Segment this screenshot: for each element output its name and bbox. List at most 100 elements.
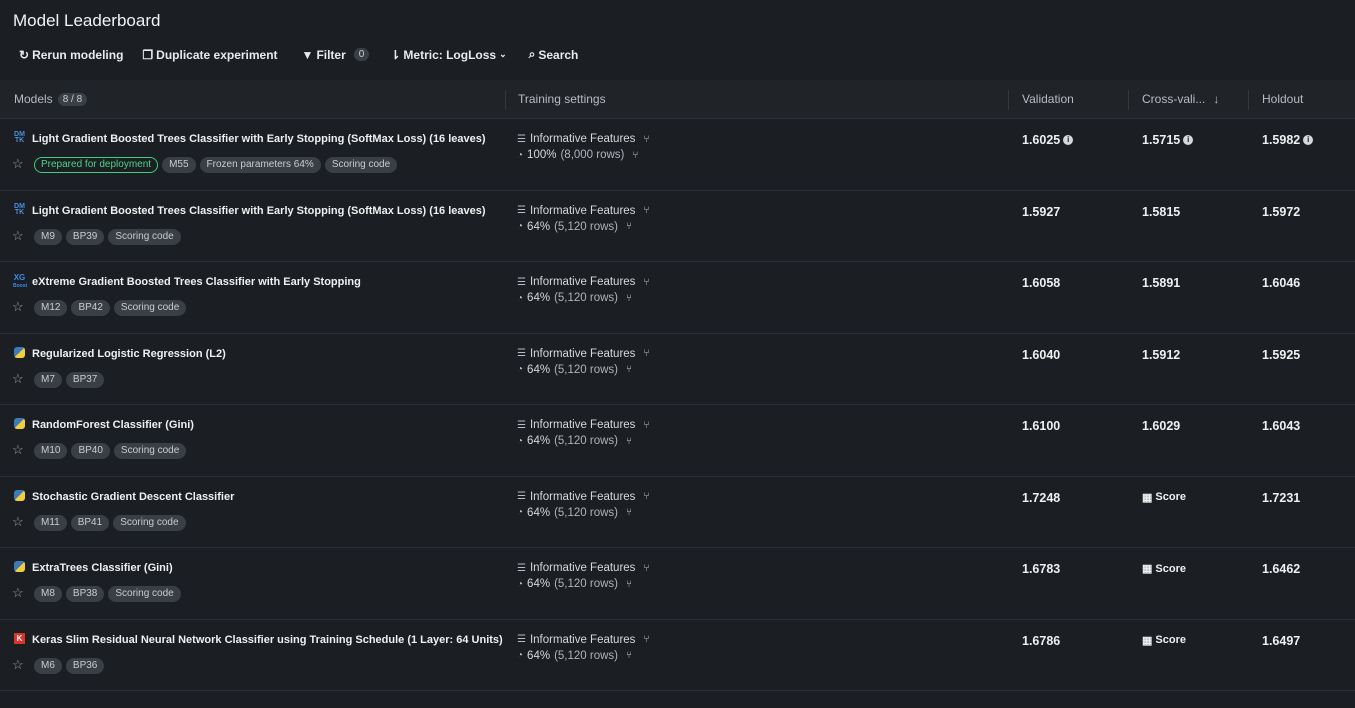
- sample-size: ◔ 64% (5,120 rows) ⑂: [517, 435, 632, 447]
- model-name[interactable]: ExtraTrees Classifier (Gini): [32, 562, 173, 574]
- filter-button[interactable]: ▼ Filter 0: [302, 48, 370, 62]
- branch-icon[interactable]: ⑂: [643, 634, 650, 645]
- branch-icon[interactable]: ⑂: [626, 435, 632, 447]
- tag-list: M8 BP38 Scoring code: [34, 586, 181, 602]
- branch-icon[interactable]: ⑂: [626, 578, 632, 590]
- table-row[interactable]: K Keras Slim Residual Neural Network Cla…: [0, 620, 1355, 691]
- star-icon[interactable]: ☆: [12, 156, 24, 171]
- star-icon[interactable]: ☆: [12, 513, 24, 529]
- tag: Prepared for deployment: [34, 157, 159, 173]
- branch-icon[interactable]: ⑂: [643, 205, 650, 216]
- branch-icon[interactable]: ⑂: [626, 221, 632, 232]
- table-header: Models 8 / 8 Training settings Validation…: [0, 80, 1355, 119]
- info-icon[interactable]: i: [1063, 135, 1074, 145]
- search-button[interactable]: ⌕ Search: [528, 47, 579, 62]
- star-icon[interactable]: ☆: [12, 370, 24, 386]
- star-icon[interactable]: ☆: [12, 656, 24, 672]
- metric-dropdown[interactable]: ⇂ Metric: LogLoss ⌄: [390, 47, 507, 62]
- branch-icon[interactable]: ⑂: [643, 491, 650, 502]
- holdout-score: 1.5925: [1262, 347, 1301, 362]
- cv-score: 1.5891: [1142, 276, 1181, 290]
- table-row[interactable]: XG Boost eXtreme Gradient Boosted Trees C…: [0, 262, 1355, 334]
- column-header-cross-validation[interactable]: Cross-vali... ↓: [1142, 92, 1220, 106]
- tag: M7: [34, 371, 62, 388]
- cv-score: 1.6029: [1142, 419, 1181, 433]
- column-divider[interactable]: [505, 90, 506, 110]
- sample-size: ◔ 64% (5,120 rows) ⑂: [517, 578, 632, 590]
- model-name[interactable]: Keras Slim Residual Neural Network Class…: [32, 633, 503, 646]
- column-divider[interactable]: [1248, 90, 1249, 110]
- star-icon[interactable]: ☆: [12, 227, 24, 243]
- model-name[interactable]: Light Gradient Boosted Trees Classifier …: [32, 204, 486, 217]
- pie-chart-icon: ◔: [517, 292, 524, 304]
- list-icon: ☰: [517, 276, 526, 288]
- branch-icon[interactable]: ⑂: [626, 364, 632, 375]
- column-header-holdout[interactable]: Holdout: [1262, 92, 1304, 106]
- tag-list: M6 BP36: [34, 657, 105, 674]
- validation-score: 1.6058: [1022, 276, 1061, 290]
- branch-icon[interactable]: ⑂: [626, 507, 632, 518]
- table-row[interactable]: ExtraTrees Classifier (Gini) ☆ M8 BP38 Sco…: [0, 548, 1355, 620]
- tag: BP37: [65, 371, 105, 388]
- compute-score-button[interactable]: ▦ Score: [1142, 491, 1186, 504]
- branch-icon[interactable]: ⑂: [632, 149, 639, 161]
- model-name[interactable]: Light Gradient Boosted Trees Classifier …: [32, 133, 486, 145]
- holdout-score: 1.6497: [1262, 633, 1301, 648]
- table-row[interactable]: Stochastic Gradient Descent Classifier ☆…: [0, 477, 1355, 548]
- branch-icon[interactable]: ⑂: [643, 348, 650, 359]
- copy-icon: ❐: [142, 47, 154, 62]
- tag: BP36: [65, 657, 105, 674]
- star-icon[interactable]: ☆: [12, 299, 24, 314]
- toolbar: ↻ Rerun modeling ❐ Duplicate experiment ▼ F…: [19, 47, 578, 62]
- holdout-score: 1.6043: [1262, 419, 1301, 433]
- xgboost-logo-icon: XG Boost: [13, 273, 28, 290]
- feature-list: ☰ Informative Features ⑂: [517, 562, 650, 574]
- calculator-icon: ▦: [1142, 634, 1153, 647]
- branch-icon[interactable]: ⑂: [643, 562, 650, 574]
- model-name[interactable]: Stochastic Gradient Descent Classifier: [32, 490, 235, 503]
- list-icon: ☰: [517, 348, 526, 359]
- pie-chart-icon: ◔: [517, 507, 524, 518]
- column-header-training[interactable]: Training settings: [518, 92, 606, 106]
- filter-count-badge: 0: [353, 48, 370, 61]
- model-name[interactable]: RandomForest Classifier (Gini): [32, 419, 194, 431]
- python-logo-icon: [13, 489, 26, 502]
- cv-score: 1.5715 i: [1142, 133, 1194, 147]
- table-row[interactable]: RandomForest Classifier (Gini) ☆ M10 BP40…: [0, 405, 1355, 477]
- branch-icon[interactable]: ⑂: [643, 276, 650, 288]
- compute-score-button[interactable]: ▦ Score: [1142, 634, 1186, 647]
- table-row[interactable]: DM TK Light Gradient Boosted Trees Classi…: [0, 191, 1355, 262]
- tag: Scoring code: [108, 586, 181, 602]
- star-icon[interactable]: ☆: [12, 585, 24, 600]
- branch-icon[interactable]: ⑂: [626, 292, 632, 304]
- validation-score: 1.6040: [1022, 347, 1061, 362]
- info-icon[interactable]: i: [1303, 135, 1314, 145]
- model-name[interactable]: Regularized Logistic Regression (L2): [32, 347, 226, 360]
- branch-icon[interactable]: ⑂: [643, 419, 650, 431]
- python-logo-icon: [13, 346, 26, 359]
- info-icon[interactable]: i: [1183, 135, 1194, 145]
- feature-list: ☰ Informative Features ⑂: [517, 204, 650, 217]
- list-icon: ☰: [517, 491, 526, 502]
- feature-list: ☰ Informative Features ⑂: [517, 633, 650, 646]
- table-row[interactable]: Regularized Logistic Regression (L2) ☆ M…: [0, 334, 1355, 405]
- sample-size: ◔ 64% (5,120 rows) ⑂: [517, 363, 632, 376]
- column-divider[interactable]: [1008, 90, 1009, 110]
- column-header-models[interactable]: Models 8 / 8: [14, 80, 88, 118]
- pie-chart-icon: ◔: [517, 650, 524, 661]
- column-divider[interactable]: [1128, 90, 1129, 110]
- table-row[interactable]: DM TK Light Gradient Boosted Trees Classi…: [0, 119, 1355, 191]
- branch-icon[interactable]: ⑂: [643, 133, 650, 145]
- duplicate-experiment-button[interactable]: ❐ Duplicate experiment: [142, 47, 278, 62]
- dmtk-logo-icon: DM TK: [14, 202, 25, 216]
- branch-icon[interactable]: ⑂: [626, 650, 632, 661]
- rerun-modeling-button[interactable]: ↻ Rerun modeling: [19, 47, 124, 62]
- star-icon[interactable]: ☆: [12, 442, 24, 457]
- refresh-icon: ↻: [19, 47, 30, 62]
- model-name[interactable]: eXtreme Gradient Boosted Trees Classifie…: [32, 276, 361, 288]
- column-header-validation[interactable]: Validation: [1022, 92, 1074, 106]
- holdout-score: 1.5982 i: [1262, 133, 1314, 147]
- cv-score: 1.5912: [1142, 347, 1181, 362]
- holdout-score: 1.5972: [1262, 204, 1301, 219]
- compute-score-button[interactable]: ▦ Score: [1142, 562, 1186, 576]
